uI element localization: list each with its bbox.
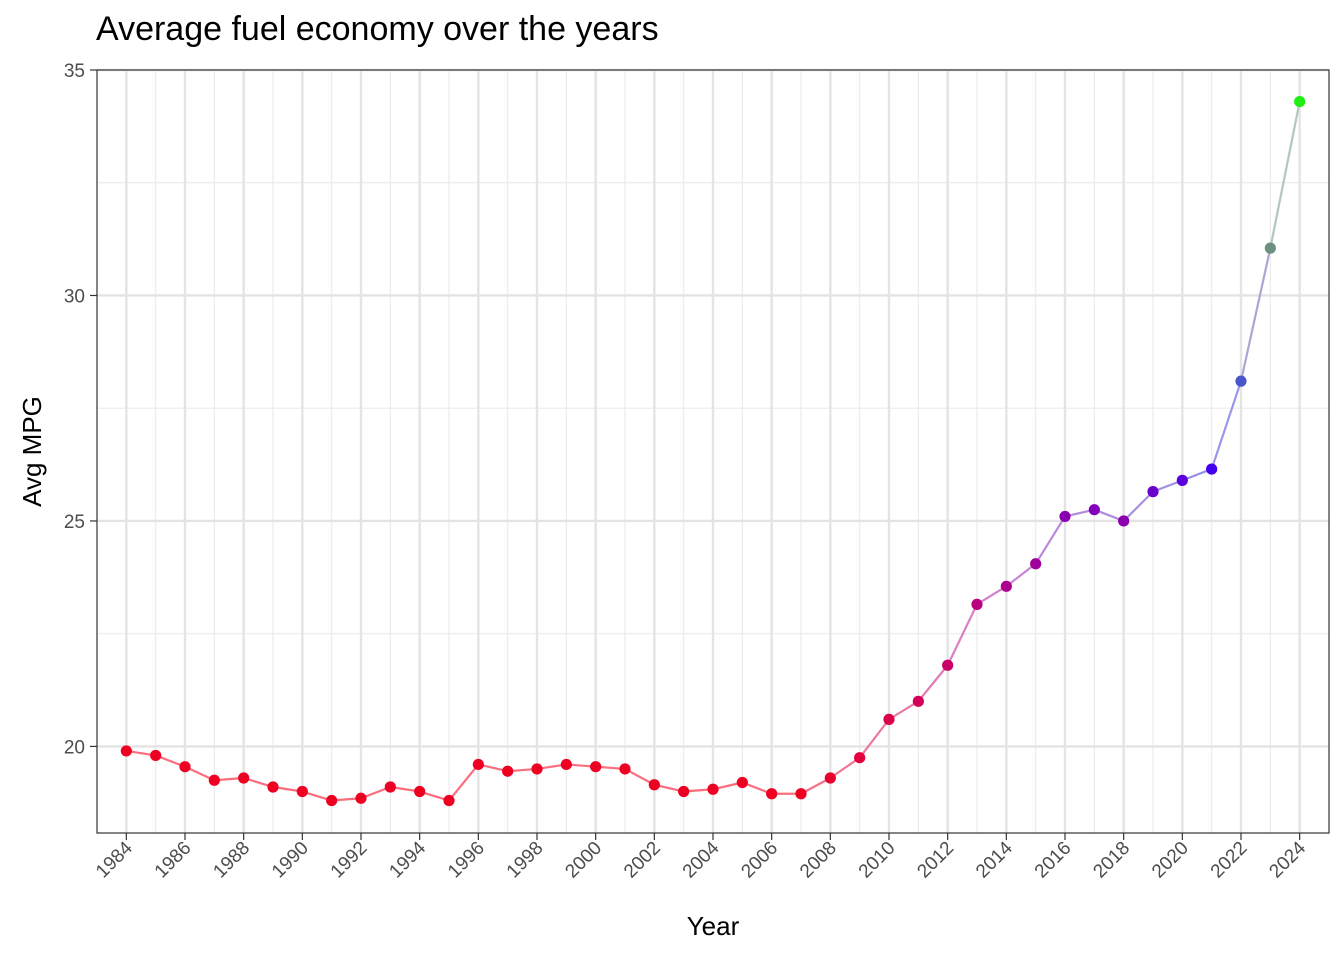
data-point	[1059, 510, 1071, 523]
line-segment	[1210, 380, 1243, 471]
data-point	[1294, 95, 1306, 108]
data-point	[326, 794, 338, 807]
data-point	[1000, 580, 1012, 592]
line-segment	[1034, 515, 1067, 565]
data-point	[971, 598, 983, 610]
x-tick-label: 1992	[327, 838, 372, 883]
x-tick-label: 2016	[1031, 838, 1076, 883]
data-point	[355, 792, 367, 804]
data-point	[267, 781, 279, 793]
data-point	[854, 752, 866, 764]
x-tick-label: 2020	[1148, 838, 1193, 883]
data-point	[1147, 486, 1159, 498]
data-point	[472, 758, 484, 771]
x-tick-label: 2002	[620, 838, 665, 883]
line-segment	[829, 756, 861, 780]
series-points	[120, 95, 1306, 807]
data-point	[238, 772, 250, 784]
line-segment	[1239, 247, 1272, 383]
line-segment	[917, 664, 949, 703]
x-tick-label: 1984	[92, 837, 137, 882]
x-tick-label: 2012	[913, 838, 958, 883]
data-point	[1176, 474, 1188, 486]
x-axis-title: Year	[687, 911, 740, 941]
chart-title: Average fuel economy over the years	[96, 10, 659, 48]
data-point	[179, 761, 191, 773]
line-segment	[887, 700, 920, 721]
y-axis-title: Avg MPG	[17, 396, 47, 507]
x-tick-label: 2014	[972, 837, 1017, 882]
x-tick-label: 2010	[855, 838, 900, 883]
x-tick-label: 1988	[209, 838, 254, 883]
data-point	[912, 695, 924, 707]
data-point	[1264, 242, 1276, 254]
y-tick-label: 35	[64, 61, 85, 82]
data-point	[1118, 515, 1130, 527]
data-point	[766, 788, 778, 800]
y-axis: 20 25 30 35	[64, 61, 97, 758]
line-segment	[858, 718, 891, 759]
data-point	[883, 713, 895, 725]
data-point	[531, 763, 543, 775]
major-gridlines	[97, 68, 1329, 833]
line-segment	[946, 603, 979, 667]
line-segment	[975, 585, 1008, 606]
x-tick-label: 2018	[1089, 838, 1134, 883]
data-point	[120, 745, 132, 757]
x-axis: 1984 1986 1988 1990 1992 1994 1996 1998 2000 2002…	[92, 833, 1310, 882]
data-point	[1030, 558, 1042, 570]
data-point	[414, 785, 426, 798]
y-tick-label: 30	[64, 286, 85, 307]
line-segment	[447, 763, 480, 802]
x-tick-label: 2022	[1207, 838, 1252, 883]
data-point	[619, 763, 631, 775]
data-point	[678, 785, 690, 798]
x-tick-label: 2000	[561, 838, 606, 883]
data-point	[1088, 504, 1100, 516]
data-point	[560, 758, 572, 771]
data-point	[942, 659, 954, 671]
x-tick-label: 1986	[151, 838, 196, 883]
x-tick-label: 2004	[679, 837, 724, 882]
x-tick-label: 1998	[503, 838, 548, 883]
x-tick-label: 2008	[796, 838, 841, 883]
x-tick-label: 2006	[737, 838, 782, 883]
data-point	[736, 776, 748, 789]
x-tick-label: 1996	[444, 838, 489, 883]
data-point	[590, 761, 602, 773]
y-tick-label: 25	[64, 512, 85, 533]
data-point	[443, 794, 455, 807]
x-tick-label: 2024	[1265, 837, 1310, 882]
x-tick-label: 1990	[268, 838, 313, 883]
line-segment	[1269, 100, 1301, 250]
data-point	[208, 774, 220, 786]
data-point	[296, 785, 308, 798]
data-point	[1235, 375, 1247, 387]
y-tick-label: 20	[64, 737, 85, 758]
line-segment	[1005, 562, 1037, 588]
data-point	[795, 788, 807, 800]
data-point	[824, 772, 836, 784]
line-segment	[1122, 490, 1155, 523]
data-point	[648, 779, 660, 791]
x-tick-label: 1994	[385, 837, 430, 882]
data-point	[707, 783, 719, 795]
data-point	[1206, 463, 1218, 475]
data-point	[502, 765, 514, 777]
data-point	[384, 781, 396, 793]
data-point	[150, 749, 162, 762]
